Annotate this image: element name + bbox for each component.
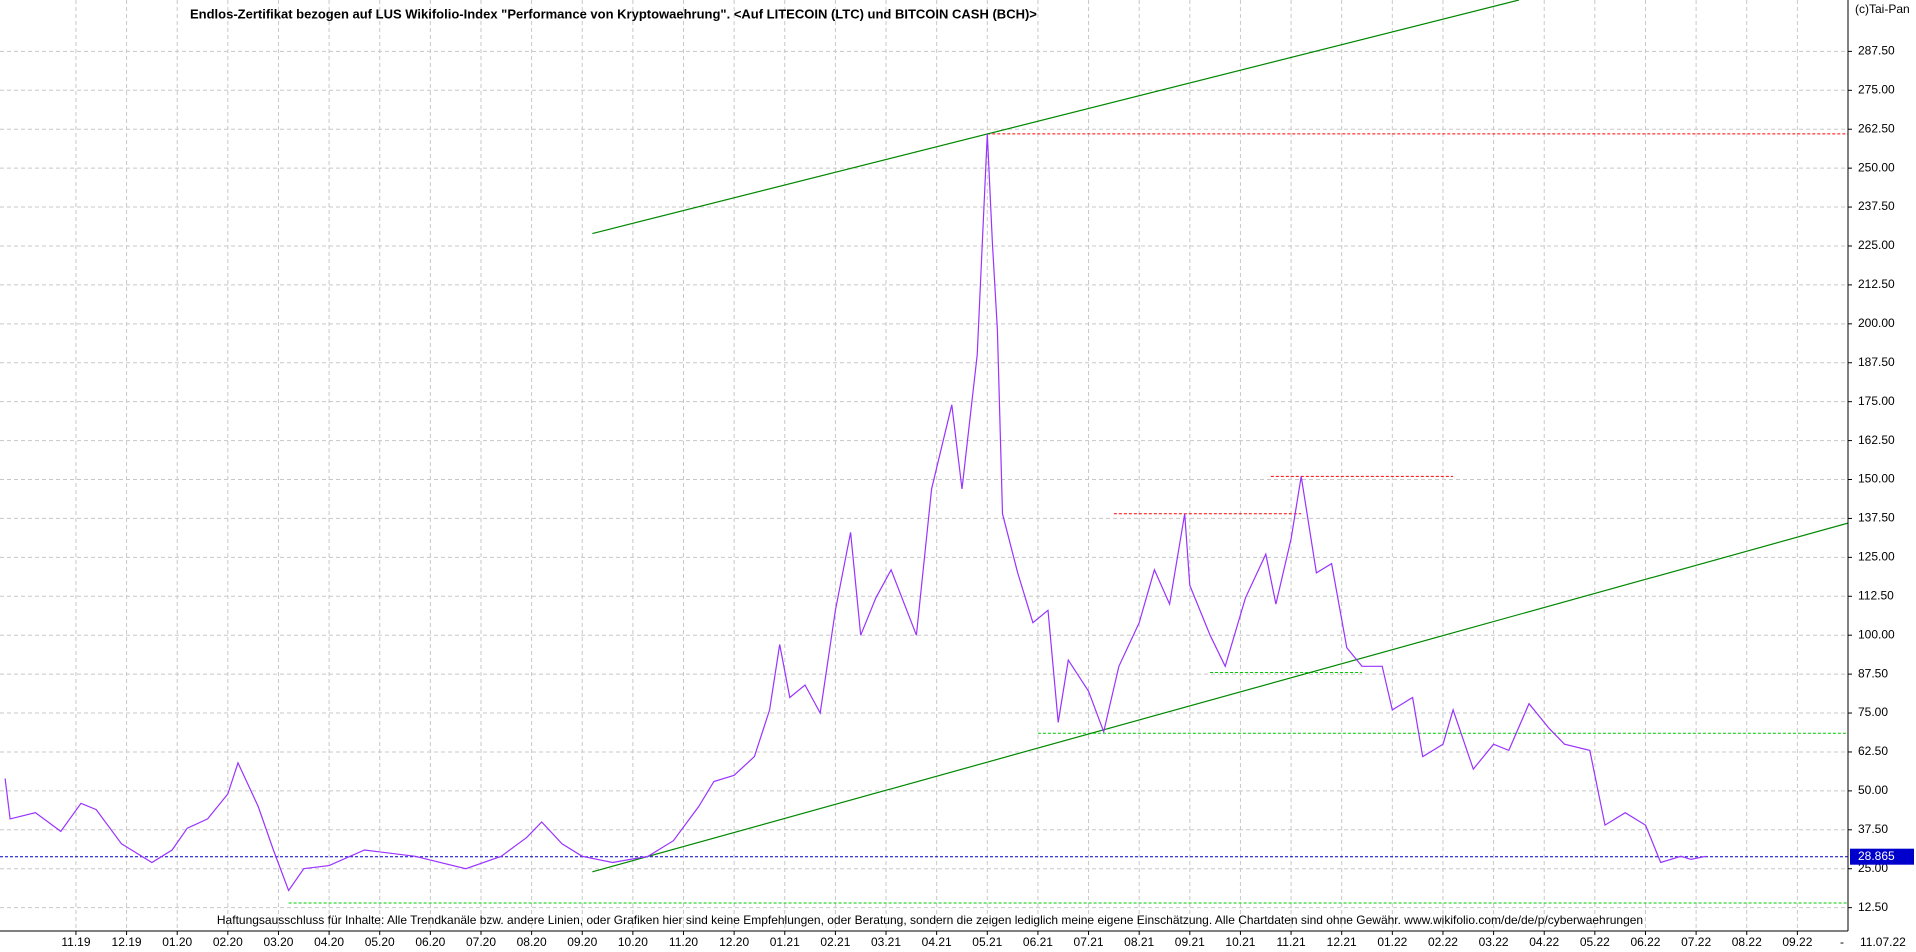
x-tick-label: 01.22 xyxy=(1377,935,1407,949)
x-tick-label: 05.22 xyxy=(1580,935,1610,949)
x-tick-label: 03.20 xyxy=(263,935,293,949)
x-tick-label: 06.22 xyxy=(1630,935,1660,949)
x-tick-label: 11.19 xyxy=(61,935,90,949)
x-tick-label: 11.20 xyxy=(669,935,698,949)
y-tick-label: 187.50 xyxy=(1858,355,1895,369)
x-tick-label: 04.20 xyxy=(314,935,344,949)
x-tick-label: 07.20 xyxy=(466,935,496,949)
y-tick-label: 275.00 xyxy=(1858,82,1895,96)
last-value-label: 28.865 xyxy=(1858,849,1895,863)
y-tick-label: 37.50 xyxy=(1858,822,1888,836)
x-tick-label: 01.21 xyxy=(770,935,800,949)
x-tick-label: 05.21 xyxy=(972,935,1002,949)
y-tick-label: 12.50 xyxy=(1858,900,1888,914)
y-tick-label: 237.50 xyxy=(1858,199,1895,213)
y-tick-label: 175.00 xyxy=(1858,394,1895,408)
date-label: 11.07.22 xyxy=(1860,935,1906,949)
y-tick-label: 262.50 xyxy=(1858,121,1895,135)
x-tick-label: 08.21 xyxy=(1124,935,1154,949)
price-line xyxy=(4,133,1707,892)
x-tick-label: 10.20 xyxy=(618,935,648,949)
x-tick-label: 09.22 xyxy=(1782,935,1812,949)
x-tick-label: 08.22 xyxy=(1732,935,1762,949)
x-tick-label: 02.22 xyxy=(1428,935,1458,949)
y-tick-label: 62.50 xyxy=(1858,744,1888,758)
y-tick-label: 287.50 xyxy=(1858,44,1895,58)
y-tick-label: 75.00 xyxy=(1858,705,1888,719)
y-tick-label: 50.00 xyxy=(1858,783,1888,797)
y-tick-label: 112.50 xyxy=(1858,588,1894,602)
x-tick-label: 12.20 xyxy=(719,935,749,949)
x-tick-label: 11.21 xyxy=(1276,935,1305,949)
x-tick-label: 01.20 xyxy=(162,935,192,949)
y-tick-label: 125.00 xyxy=(1858,550,1895,564)
y-tick-label: 250.00 xyxy=(1858,160,1895,174)
x-tick-label: 03.22 xyxy=(1479,935,1509,949)
copyright: (c)Tai-Pan xyxy=(1855,2,1910,16)
x-tick-label: 05.20 xyxy=(365,935,395,949)
x-tick-label: 04.21 xyxy=(922,935,952,949)
last-value-box xyxy=(1850,848,1914,865)
x-tick-label: 07.21 xyxy=(1074,935,1104,949)
x-tick-label: 09.21 xyxy=(1175,935,1205,949)
axis-end-label: - xyxy=(1840,935,1844,949)
x-tick-label: 04.22 xyxy=(1529,935,1559,949)
trend-line xyxy=(592,522,1848,873)
y-tick-label: 200.00 xyxy=(1858,316,1895,330)
x-tick-label: 06.20 xyxy=(415,935,445,949)
trend-line xyxy=(592,0,1520,235)
chart-title: Endlos-Zertifikat bezogen auf LUS Wikifo… xyxy=(190,6,1037,21)
x-tick-label: 12.19 xyxy=(112,935,142,949)
y-tick-label: 87.50 xyxy=(1858,666,1888,680)
footer: Haftungsausschluss für Inhalte: Alle Tre… xyxy=(217,913,1643,927)
x-tick-label: 03.21 xyxy=(871,935,901,949)
x-tick-label: 07.22 xyxy=(1681,935,1711,949)
y-tick-label: 225.00 xyxy=(1858,238,1895,252)
y-tick-label: 150.00 xyxy=(1858,472,1895,486)
x-tick-label: 02.20 xyxy=(213,935,243,949)
y-tick-label: 100.00 xyxy=(1858,627,1895,641)
x-tick-label: 08.20 xyxy=(517,935,547,949)
x-tick-label: 02.21 xyxy=(820,935,850,949)
y-tick-label: 162.50 xyxy=(1858,433,1895,447)
x-tick-label: 06.21 xyxy=(1023,935,1053,949)
x-tick-label: 09.20 xyxy=(567,935,597,949)
y-tick-label: 212.50 xyxy=(1858,277,1895,291)
y-tick-label: 137.50 xyxy=(1858,511,1895,525)
x-tick-label: 10.21 xyxy=(1225,935,1255,949)
x-tick-label: 12.21 xyxy=(1327,935,1357,949)
